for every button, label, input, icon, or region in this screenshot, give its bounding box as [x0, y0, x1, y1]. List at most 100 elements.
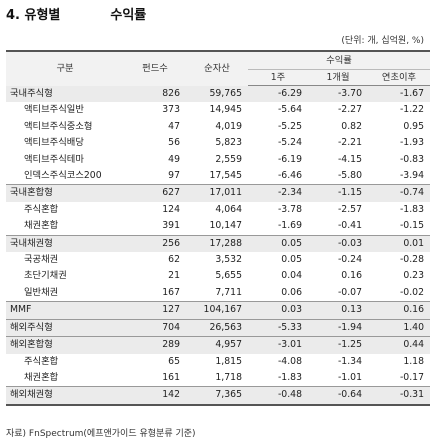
- cell-name: 인덱스주식코스200: [24, 170, 102, 182]
- header-fund-count: 펀드수: [124, 50, 186, 86]
- cell-net-assets: 1,718: [215, 371, 242, 383]
- cell-fund-count: 21: [168, 270, 180, 282]
- cell-name: 초단기채권: [24, 270, 67, 282]
- table-subheader-row: 1주 1개월 연초이후: [6, 69, 431, 86]
- cell-fund-count: 826: [124, 85, 186, 103]
- table-row: 국내채권형 256 17,288 0.05 -0.03 0.01: [6, 234, 431, 253]
- table-row: 해외채권형 142 7,365 -0.48 -0.64 -0.31: [6, 386, 431, 406]
- cell-return-1-month: -0.03: [308, 234, 368, 253]
- cell-fund-count: 142: [124, 386, 186, 406]
- cell-return-1-week: -5.33: [248, 318, 308, 337]
- cell-name: 국내채권형: [6, 234, 124, 253]
- cell-return-1-week: -6.29: [248, 85, 308, 103]
- cell-fund-count: 124: [162, 203, 180, 215]
- cell-net-assets: 5,823: [215, 137, 242, 149]
- cell-return-1-week: 0.06: [281, 286, 302, 298]
- cell-fund-count: 62: [168, 254, 180, 266]
- header-category: 구분: [6, 50, 124, 86]
- header-1-week: 1주: [248, 69, 308, 86]
- cell-return-1-month: 0.82: [341, 120, 362, 132]
- cell-name: 주식혼합: [24, 355, 59, 367]
- header-1-month: 1개월: [308, 69, 368, 86]
- cell-fund-count: 47: [168, 120, 180, 132]
- cell-return-ytd: -0.17: [399, 371, 425, 383]
- cell-return-ytd: -0.28: [399, 254, 425, 266]
- cell-fund-count: 373: [162, 104, 180, 116]
- cell-return-ytd: 0.95: [403, 120, 425, 132]
- cell-return-ytd: -1.83: [399, 203, 425, 215]
- cell-name: 해외혼합형: [6, 336, 124, 354]
- cell-return-ytd: -1.93: [399, 137, 425, 149]
- cell-net-assets: 7,365: [186, 386, 248, 406]
- cell-return-1-week: -6.19: [277, 153, 302, 165]
- unit-note: (단위: 개, 십억원, %): [341, 36, 424, 46]
- cell-return-ytd: -0.02: [399, 286, 425, 298]
- returns-table-container: 구분 펀드수 순자산 수익률 1주 1개월 연초이후 국내주식형 826 59,76…: [6, 50, 431, 406]
- cell-net-assets: 17,288: [186, 234, 248, 253]
- cell-net-assets: 17,545: [209, 170, 242, 182]
- header-returns: 수익률: [248, 50, 431, 70]
- returns-table: 구분 펀드수 순자산 수익률 1주 1개월 연초이후 국내주식형 826 59,76…: [6, 50, 431, 406]
- cell-fund-count: 167: [162, 286, 180, 298]
- section-title-main: 4. 유형별: [6, 8, 61, 23]
- cell-return-1-week: -3.01: [248, 336, 308, 354]
- cell-name: 채권혼합: [24, 220, 59, 232]
- table-row: 주식혼합 65 1,815 -4.08 -1.34 1.18: [6, 354, 430, 370]
- cell-return-ytd: 0.23: [403, 270, 425, 282]
- table-row: MMF 127 104,167 0.03 0.13 0.16: [6, 301, 431, 320]
- table-row: 채권혼합 161 1,718 -1.83 -1.01 -0.17: [6, 370, 430, 387]
- cell-return-1-week: -5.64: [277, 104, 302, 116]
- cell-return-1-month: -2.27: [337, 104, 362, 116]
- table-row: 국내주식형 826 59,765 -6.29 -3.70 -1.67: [6, 85, 431, 103]
- cell-fund-count: 161: [162, 371, 180, 383]
- cell-net-assets: 1,815: [215, 355, 242, 367]
- cell-return-1-week: -0.48: [248, 386, 308, 406]
- cell-return-1-week: -3.78: [277, 203, 302, 215]
- cell-return-1-month: -1.25: [308, 336, 368, 354]
- cell-return-ytd: 0.01: [368, 234, 431, 253]
- table-row: 국공채권 62 3,532 0.05 -0.24 -0.28: [6, 252, 430, 268]
- cell-name: 해외주식형: [6, 318, 124, 337]
- table-row: 주식혼합 124 4,064 -3.78 -2.57 -1.83: [6, 202, 430, 218]
- source-note: 자료) FnSpectrum(에프앤가이드 유형분류 기준): [6, 429, 196, 439]
- table-row: 액티브주식일반 373 14,945 -5.64 -2.27 -1.22: [6, 102, 430, 118]
- cell-return-ytd: -1.22: [399, 104, 425, 116]
- cell-return-1-month: -2.57: [337, 203, 362, 215]
- cell-name: 액티브주식중소형: [24, 120, 93, 132]
- cell-return-ytd: -0.31: [368, 386, 431, 406]
- cell-name: 액티브주식배당: [24, 137, 84, 149]
- table-header-row: 구분 펀드수 순자산 수익률: [6, 50, 431, 86]
- cell-return-ytd: 0.44: [368, 336, 431, 354]
- header-ytd: 연초이후: [368, 69, 431, 86]
- cell-net-assets: 26,563: [186, 318, 248, 337]
- cell-fund-count: 97: [168, 170, 180, 182]
- cell-fund-count: 256: [124, 234, 186, 253]
- table-row: 액티브주식중소형 47 4,019 -5.25 0.82 0.95: [6, 119, 430, 135]
- table-body: 국내주식형 826 59,765 -6.29 -3.70 -1.67 액티브주식일반 373 1…: [6, 85, 431, 406]
- cell-return-1-week: -6.46: [277, 170, 302, 182]
- table-row: 해외주식형 704 26,563 -5.33 -1.94 1.40: [6, 318, 431, 337]
- cell-net-assets: 17,011: [186, 184, 248, 202]
- cell-return-1-month: 0.13: [308, 301, 368, 320]
- cell-return-1-week: -1.83: [277, 371, 302, 383]
- cell-return-1-week: 0.05: [248, 234, 308, 253]
- cell-return-ytd: -0.15: [399, 220, 425, 232]
- cell-net-assets: 14,945: [209, 104, 242, 116]
- table-row: 초단기채권 21 5,655 0.04 0.16 0.23: [6, 268, 430, 284]
- cell-return-1-month: -1.01: [337, 371, 362, 383]
- table-row: 해외혼합형 289 4,957 -3.01 -1.25 0.44: [6, 336, 431, 354]
- cell-name: 채권혼합: [24, 371, 59, 383]
- cell-net-assets: 5,655: [215, 270, 242, 282]
- cell-fund-count: 127: [124, 301, 186, 320]
- cell-return-1-week: 0.03: [248, 301, 308, 320]
- cell-return-1-week: 0.04: [281, 270, 302, 282]
- cell-fund-count: 49: [168, 153, 180, 165]
- cell-return-1-month: -2.21: [337, 137, 362, 149]
- cell-return-1-month: -1.15: [308, 184, 368, 202]
- table-row: 국내혼합형 627 17,011 -2.34 -1.15 -0.74: [6, 184, 431, 202]
- cell-net-assets: 4,019: [215, 120, 242, 132]
- cell-net-assets: 104,167: [186, 301, 248, 320]
- cell-return-ytd: -0.83: [399, 153, 425, 165]
- cell-return-1-month: -1.94: [308, 318, 368, 337]
- cell-net-assets: 4,064: [215, 203, 242, 215]
